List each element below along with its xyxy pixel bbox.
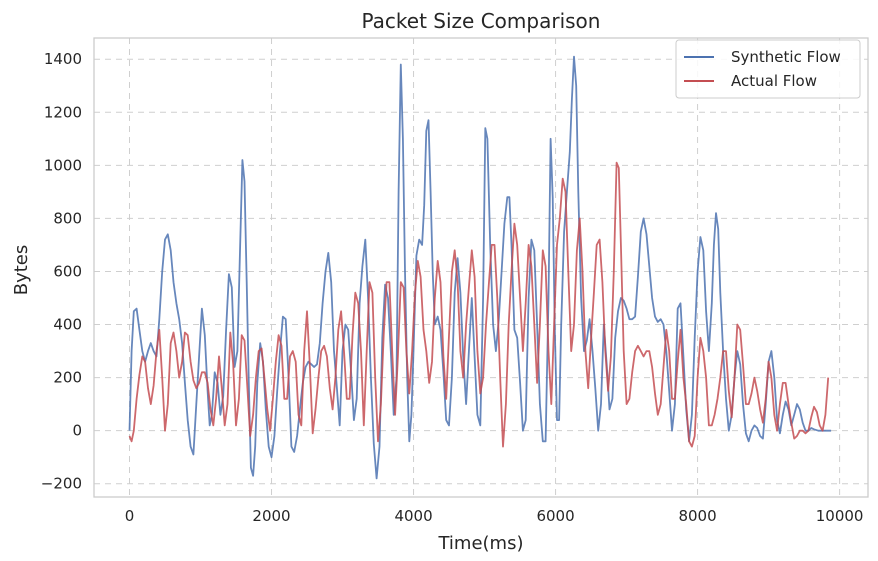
x-tick-label: 8000: [678, 507, 716, 525]
x-tick-label: 10000: [816, 507, 864, 525]
y-tick-label: −200: [41, 475, 82, 493]
series-line-synthetic-flow: [128, 55, 832, 480]
x-tick-label: 2000: [252, 507, 290, 525]
legend: Synthetic Flow Actual Flow: [675, 39, 861, 99]
y-tick-label: 1400: [44, 50, 82, 68]
x-tick-label: 4000: [394, 507, 432, 525]
chart-title: Packet Size Comparison: [362, 9, 601, 33]
y-axis-title: Bytes: [11, 245, 32, 296]
y-tick-label: 1200: [44, 103, 82, 121]
y-tick-label: 800: [53, 209, 82, 227]
y-tick-label: 1000: [44, 156, 82, 174]
x-axis-title: Time(ms): [437, 533, 523, 554]
series-line-actual-flow: [128, 161, 830, 448]
y-tick-label: 400: [53, 316, 82, 334]
x-tick-label: 6000: [536, 507, 574, 525]
y-tick-label: 0: [72, 422, 82, 440]
y-tick-label: 200: [53, 369, 82, 387]
legend-label-synthetic-flow: Synthetic Flow: [731, 48, 841, 66]
series-layer: [128, 55, 832, 480]
x-tick-label: 0: [125, 507, 135, 525]
y-tick-label: 600: [53, 262, 82, 280]
legend-label-actual-flow: Actual Flow: [731, 72, 817, 90]
plot-frame: [93, 37, 869, 498]
legend-box: [675, 39, 861, 99]
tick-labels: 0 2000 4000 6000 8000 10000 −200 0 200 400 600 800 1…: [41, 50, 864, 525]
